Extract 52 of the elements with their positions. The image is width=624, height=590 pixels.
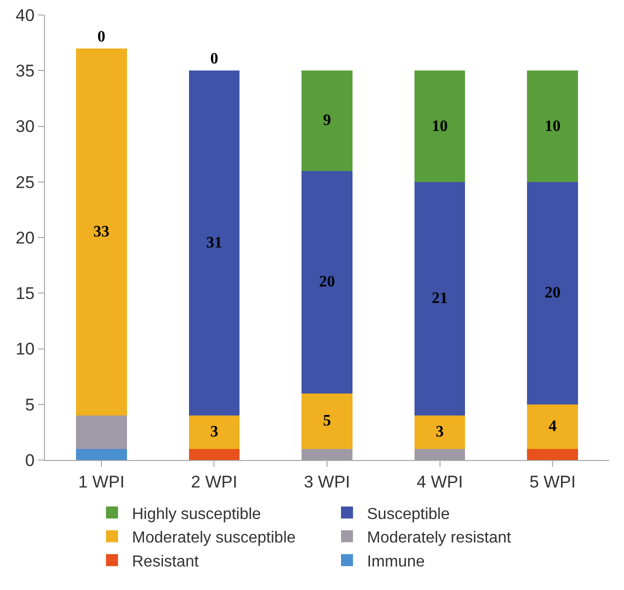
bar — [302, 393, 352, 449]
data-label: 9 — [323, 112, 331, 130]
x-tick-label: 2 WPI — [191, 472, 238, 492]
x-tick-label: 5 WPI — [529, 472, 576, 492]
bar — [527, 404, 578, 449]
y-tick-label: 20 — [16, 228, 35, 248]
data-label: 3 — [210, 424, 218, 441]
bar — [76, 448, 127, 460]
y-tick-label: 30 — [16, 117, 35, 136]
data-label: 4 — [548, 418, 557, 436]
data-label: 31 — [206, 234, 222, 252]
y-tick-label: 10 — [16, 340, 35, 359]
bar — [302, 448, 352, 460]
y-tick-label: 5 — [25, 395, 35, 414]
legend-label: Moderately susceptible — [132, 530, 296, 547]
y-tick-label: 35 — [16, 62, 35, 81]
legend-label: Resistant — [132, 553, 200, 570]
bar — [414, 182, 466, 416]
bar — [302, 70, 352, 171]
legend-label: Moderately resistant — [367, 530, 512, 547]
bar — [188, 70, 240, 416]
y-tick-label: 40 — [16, 6, 35, 25]
data-label: 20 — [319, 274, 335, 290]
data-label: 20 — [544, 284, 561, 302]
y-tick-label: 15 — [16, 284, 35, 304]
bar — [188, 448, 240, 460]
legend-label: Immune — [367, 553, 425, 570]
data-label: 5 — [323, 412, 331, 430]
bar — [414, 416, 466, 449]
bar — [527, 448, 578, 460]
legend-label: Susceptible — [367, 506, 450, 523]
x-tick-label: 4 WPI — [416, 472, 463, 492]
x-tick-label: 3 WPI — [304, 472, 350, 492]
data-label: 21 — [432, 290, 448, 308]
x-tick-label: 1 WPI — [78, 472, 125, 492]
data-label: 10 — [544, 118, 561, 135]
data-label: 3 — [436, 424, 444, 441]
bar — [302, 170, 352, 394]
data-label: 0 — [97, 28, 106, 46]
bar — [414, 448, 466, 460]
data-label: 0 — [210, 50, 218, 68]
data-label: 33 — [93, 223, 110, 240]
data-label: 10 — [432, 118, 448, 135]
bar — [76, 416, 127, 449]
bar — [527, 70, 578, 182]
bar — [527, 182, 578, 404]
y-tick-label: 25 — [16, 172, 35, 192]
bar — [76, 48, 127, 416]
y-tick-label: 0 — [25, 450, 35, 470]
legend-label: Highly susceptible — [132, 506, 262, 523]
bar — [188, 416, 240, 449]
bar — [414, 70, 466, 182]
